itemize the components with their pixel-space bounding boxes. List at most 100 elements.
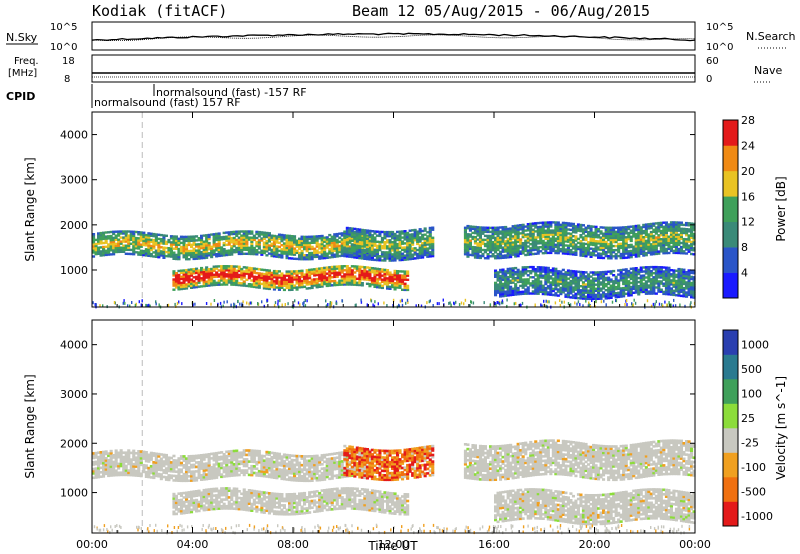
echo-cell	[561, 227, 565, 231]
echo-cell	[609, 294, 613, 297]
echo-cell	[350, 265, 354, 268]
echo-cell	[380, 278, 384, 281]
echo-cell	[260, 272, 264, 275]
echo-cell	[210, 245, 214, 248]
echo-cell	[282, 252, 286, 255]
echo-cell	[350, 281, 354, 284]
echo-cell	[644, 225, 648, 228]
echo-cell	[589, 229, 593, 232]
echo-cell	[428, 245, 432, 248]
echo-cell	[363, 239, 367, 242]
echo-cell	[496, 242, 500, 246]
echo-cell	[426, 239, 430, 242]
echo-cell	[240, 240, 244, 243]
speckle-cell	[546, 300, 549, 304]
echo-cell	[692, 232, 696, 236]
echo-cell	[531, 232, 535, 235]
echo-cell	[556, 223, 560, 226]
echo-cell	[509, 269, 513, 272]
echo-cell	[619, 291, 623, 294]
speckle-cell	[92, 301, 94, 305]
echo-cell	[205, 270, 209, 273]
echo-cell	[393, 271, 397, 275]
echo-cell	[662, 252, 666, 255]
echo-cell	[343, 231, 347, 235]
echo-cell	[589, 291, 593, 294]
echo-cell	[644, 223, 648, 226]
echo-cell	[127, 462, 131, 466]
echo-cell	[250, 273, 254, 276]
echo-cell	[652, 230, 656, 233]
echo-cell	[682, 246, 686, 249]
echo-cell	[275, 235, 279, 238]
echo-cell	[571, 247, 575, 250]
echo-cell	[642, 286, 646, 289]
echo-cell	[290, 272, 294, 275]
echo-cell	[516, 268, 520, 272]
echo-cell	[99, 231, 103, 235]
echo-cell	[139, 245, 143, 248]
echo-cell	[466, 239, 470, 242]
echo-cell	[393, 278, 397, 281]
echo-cell	[119, 449, 123, 452]
echo-cell	[375, 244, 379, 248]
echo-cell	[526, 280, 530, 283]
echo-cell	[431, 244, 435, 248]
echo-cell	[501, 268, 505, 271]
echo-cell	[594, 297, 598, 301]
echo-cell	[664, 221, 668, 224]
echo-cell	[667, 268, 671, 272]
echo-cell	[318, 247, 322, 250]
echo-cell	[669, 227, 673, 230]
echo-cell	[270, 248, 274, 252]
echo-cell	[272, 282, 276, 285]
echo-cell	[534, 242, 538, 245]
echo-cell	[491, 230, 495, 234]
echo-cell	[667, 276, 671, 280]
speckle-cell	[148, 303, 150, 307]
echo-cell	[265, 271, 269, 274]
echo-cell	[114, 464, 118, 468]
echo-cell	[599, 281, 603, 284]
echo-cell	[134, 458, 138, 462]
echo-cell	[501, 256, 505, 259]
echo-cell	[463, 232, 467, 236]
echo-cell	[328, 270, 332, 273]
echo-cell	[104, 461, 108, 464]
echo-cell	[200, 279, 204, 282]
echo-cell	[355, 252, 359, 255]
echo-cell	[514, 251, 518, 254]
echo-cell	[667, 239, 671, 242]
echo-cell	[172, 253, 176, 256]
echo-cell	[129, 236, 133, 239]
echo-cell	[318, 285, 322, 288]
echo-cell	[682, 237, 686, 241]
echo-cell	[187, 258, 191, 261]
echo-cell	[589, 275, 593, 278]
echo-cell	[622, 274, 626, 278]
echo-cell	[589, 283, 593, 286]
echo-cell	[634, 255, 638, 258]
echo-cell	[662, 235, 666, 239]
echo-cell	[363, 233, 367, 236]
echo-cell	[509, 239, 513, 242]
speckle-cell	[626, 303, 628, 307]
echo-cell	[237, 230, 241, 233]
echo-cell	[649, 284, 653, 287]
echo-cell	[393, 282, 397, 285]
echo-cell	[536, 246, 540, 249]
echo-cell	[293, 239, 297, 242]
echo-cell	[240, 282, 244, 285]
echo-cell	[619, 232, 623, 235]
echo-cell	[262, 268, 266, 272]
echo-cell	[614, 279, 618, 283]
echo-cell	[612, 282, 616, 285]
echo-cell	[687, 275, 691, 278]
echo-cell	[277, 235, 281, 238]
echo-cell	[685, 277, 689, 280]
speckle-cell	[304, 299, 306, 302]
echo-cell	[353, 237, 357, 241]
echo-cell	[330, 245, 334, 249]
echo-cell	[536, 280, 540, 283]
echo-cell	[358, 242, 362, 245]
